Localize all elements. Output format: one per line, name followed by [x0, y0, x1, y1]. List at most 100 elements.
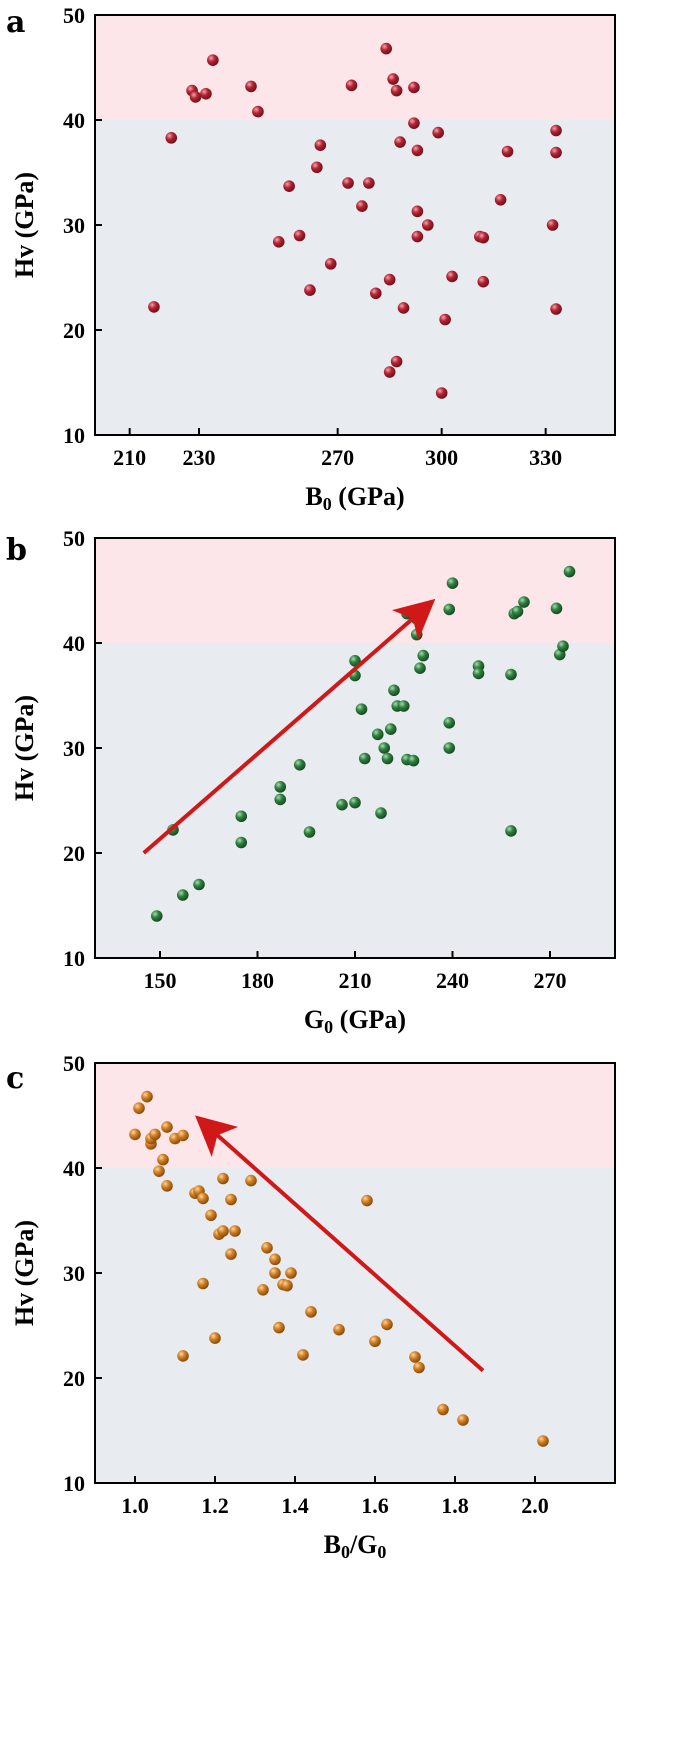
data-point [422, 219, 434, 231]
data-point [177, 1350, 189, 1362]
y-tick-label: 10 [63, 1471, 85, 1496]
y-tick-label: 40 [63, 1156, 85, 1181]
x-tick-label: 1.6 [361, 1493, 389, 1518]
data-point [283, 180, 295, 192]
data-point [157, 1153, 169, 1166]
data-point [409, 1351, 421, 1363]
hard-region-band [95, 1063, 615, 1168]
data-point [235, 836, 248, 849]
data-point [149, 1128, 161, 1141]
y-tick-label: 30 [63, 736, 85, 761]
data-point [408, 81, 420, 94]
data-point [177, 1129, 189, 1142]
data-point [511, 605, 524, 618]
data-point [235, 810, 248, 823]
data-point [390, 84, 403, 97]
x-tick-label: 240 [436, 968, 469, 993]
data-point [437, 1403, 449, 1416]
data-point [269, 1253, 281, 1266]
data-point [293, 759, 306, 771]
data-point [345, 79, 358, 92]
panel-c-letter: c [6, 1061, 24, 1096]
data-point [200, 87, 212, 100]
data-point [501, 145, 514, 158]
hard-region-band [95, 15, 615, 120]
x-axis-title: B0/G0 [324, 1530, 387, 1562]
data-point [225, 1248, 237, 1260]
y-tick-label: 20 [63, 841, 85, 866]
data-point [390, 355, 403, 368]
data-point [293, 229, 306, 242]
data-point [141, 1090, 153, 1103]
data-point [333, 1323, 345, 1336]
x-tick-label: 1.0 [121, 1493, 149, 1518]
data-point [297, 1349, 309, 1361]
x-tick-label: 300 [425, 445, 458, 470]
data-point [217, 1172, 229, 1185]
data-point [443, 603, 456, 616]
data-point [205, 1209, 217, 1222]
panel-b: 10 20 30 40 50 150 180 210 240 270 Hv (GPa) G0 (GPa… [6, 526, 616, 1037]
data-point [411, 144, 424, 157]
data-point [397, 302, 410, 314]
data-point [370, 287, 382, 300]
trend-arrow [142, 598, 436, 855]
y-tick-label: 10 [63, 423, 85, 448]
data-point [336, 798, 348, 811]
data-point [153, 1165, 165, 1177]
data-point [388, 684, 400, 697]
data-point [274, 793, 287, 806]
x-tick-label: 270 [321, 445, 354, 470]
y-tick-label: 50 [63, 3, 85, 28]
y-tick-label: 20 [63, 318, 85, 343]
normal-region-band [95, 120, 615, 435]
data-point [550, 146, 562, 159]
data-point [550, 602, 563, 615]
x-tick-label: 210 [339, 968, 372, 993]
data-point [375, 807, 387, 819]
data-point [394, 136, 406, 148]
data-point [550, 124, 562, 137]
y-axis-title: Hv (GPa) [10, 695, 39, 801]
trend-arrow [195, 1115, 485, 1373]
data-point [285, 1267, 297, 1279]
data-point [518, 596, 530, 608]
data-point [369, 1335, 381, 1348]
y-tick-label: 10 [63, 946, 85, 971]
data-point [361, 1194, 373, 1207]
data-point [189, 91, 202, 103]
data-point [477, 231, 490, 244]
x-tick-label: 210 [113, 445, 146, 470]
data-point [225, 1193, 237, 1206]
data-point [363, 177, 375, 189]
data-point [269, 1267, 281, 1279]
data-point [380, 42, 393, 55]
data-point [378, 742, 391, 754]
data-point [133, 1102, 145, 1114]
data-point [550, 303, 562, 315]
normal-region-band [95, 1168, 615, 1483]
panel-c: 10 20 30 40 50 1.0 1.2 1.4 1.6 1.8 2.0 Hv (GPa) B0/G… [6, 1051, 616, 1562]
data-point [546, 219, 559, 231]
data-point [413, 1361, 425, 1374]
data-point [411, 205, 424, 218]
data-point [129, 1128, 141, 1141]
x-tick-label: 180 [241, 968, 274, 993]
panel-a-letter: a [6, 5, 25, 40]
x-axis-title: G0 (GPa) [304, 1005, 406, 1037]
data-point [387, 73, 399, 85]
data-point [407, 754, 420, 767]
y-tick-label: 40 [63, 631, 85, 656]
data-point [381, 1318, 393, 1331]
y-axis-title: Hv (GPa) [10, 1220, 39, 1326]
data-point [408, 117, 420, 129]
data-point [273, 1321, 285, 1334]
data-point [383, 273, 396, 286]
y-tick-label: 30 [63, 1261, 85, 1286]
x-axis-title: B0 (GPa) [305, 482, 404, 514]
data-point [303, 826, 316, 838]
data-point [537, 1435, 549, 1447]
data-point [443, 717, 456, 729]
data-point [443, 742, 456, 754]
data-point [414, 662, 426, 674]
